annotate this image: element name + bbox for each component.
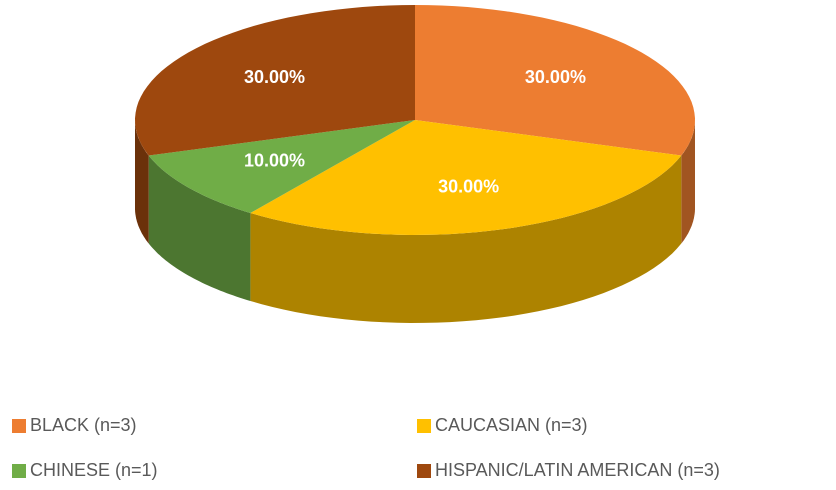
legend-label: BLACK (n=3) xyxy=(30,415,137,435)
slice xyxy=(148,120,415,213)
slice-side xyxy=(148,155,251,301)
legend-swatch xyxy=(12,419,26,433)
data-label: 30.00% xyxy=(244,67,305,87)
legend-label: CAUCASIAN (n=3) xyxy=(435,415,588,435)
data-label: 30.00% xyxy=(525,67,586,87)
slice-side xyxy=(250,155,682,323)
legend-label: CHINESE (n=1) xyxy=(30,460,158,480)
slice xyxy=(250,120,682,235)
legend-swatch xyxy=(417,464,431,478)
slice xyxy=(415,5,695,156)
slice xyxy=(135,5,415,156)
slice-side xyxy=(135,120,149,244)
legend-swatch xyxy=(417,419,431,433)
data-label: 30.00% xyxy=(438,177,499,197)
legend-label: HISPANIC/LATIN AMERICAN (n=3) xyxy=(435,460,720,480)
legend-swatch xyxy=(12,464,26,478)
data-label: 10.00% xyxy=(244,151,305,171)
slice-side xyxy=(681,120,695,244)
